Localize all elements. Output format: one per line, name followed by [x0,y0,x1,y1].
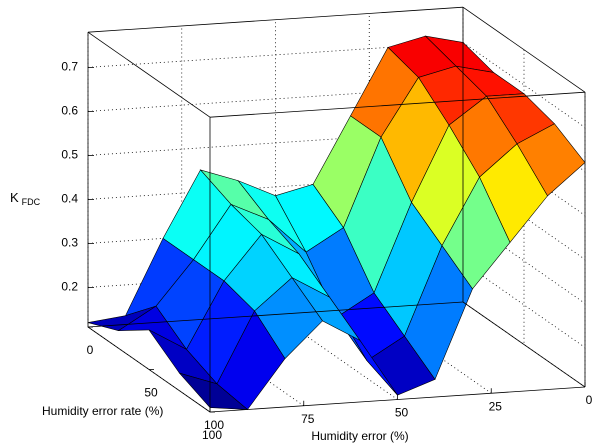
y-axis-label: Humidity error rate (%) [42,404,163,418]
y-tick-label: 50 [144,386,158,400]
box-edge [87,301,464,328]
z-tick-label: 0.6 [61,104,78,118]
box-edge [462,6,586,93]
x-tick-label: 75 [301,412,315,426]
z-axis-label: K FDC [10,190,41,207]
z-tick-label: 0.3 [61,236,78,250]
z-tick-label: 0.7 [61,60,78,74]
x-tick-label: 100 [204,418,224,432]
x-axis-label: Humidity error (%) [311,429,408,443]
box-edge [87,31,211,118]
y-tick-label: 100 [202,428,222,442]
x-tick-label: 0 [586,393,593,407]
y-tick-label: 0 [87,343,94,357]
z-axis-label-main: K [10,190,19,205]
z-axis-label-sub: FDC [22,197,41,207]
z-tick-label: 0.2 [61,280,78,294]
z-tick-label: 0.5 [61,148,78,162]
box-edge [209,91,586,118]
x-tick-label: 50 [395,406,409,420]
x-tick-label: 25 [489,399,503,413]
box-edge [462,301,586,388]
box-edge [87,6,464,33]
z-tick-label: 0.4 [61,192,78,206]
